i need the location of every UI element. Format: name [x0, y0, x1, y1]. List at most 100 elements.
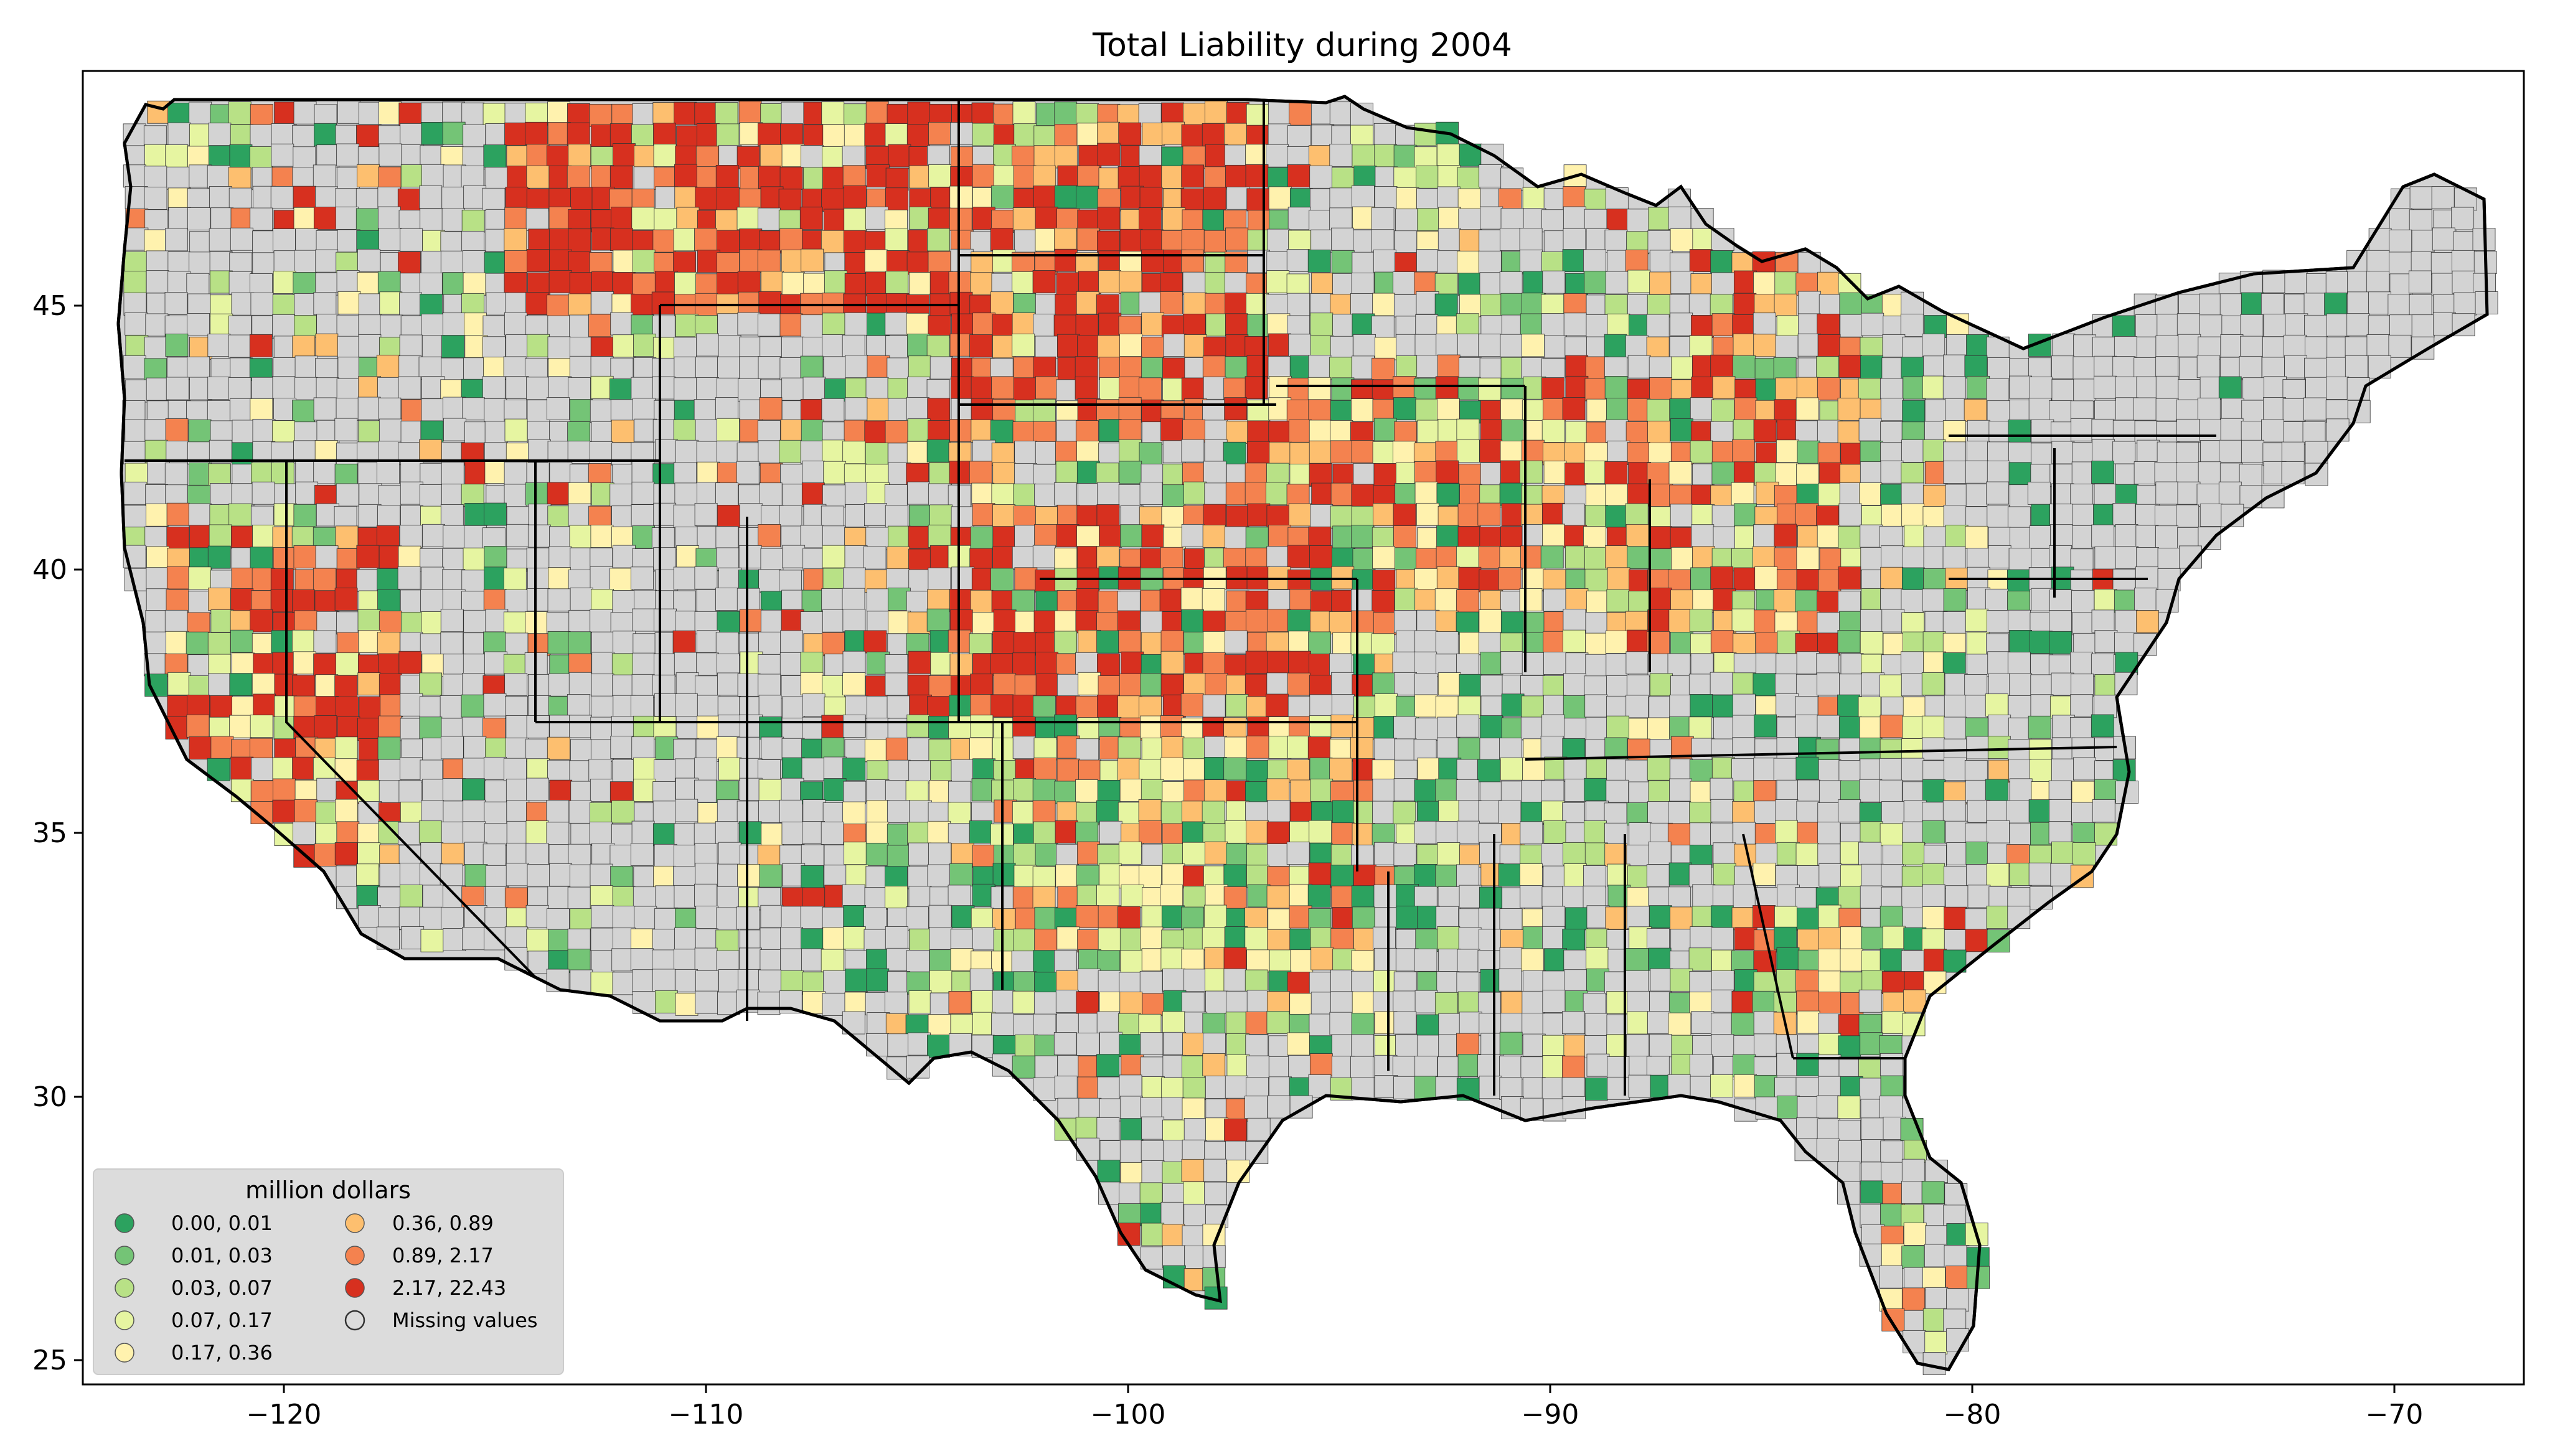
- county-cell: [611, 716, 634, 740]
- county-cell: [1371, 590, 1395, 613]
- county-cell: [781, 377, 805, 401]
- county-cell: [803, 568, 827, 592]
- county-cell: [1457, 333, 1480, 357]
- county-cell: [1138, 103, 1162, 127]
- county-cell: [144, 419, 168, 443]
- county-cell: [400, 718, 423, 741]
- county-cell: [1329, 738, 1353, 762]
- county-cell: [1329, 101, 1353, 125]
- y-tick-label: 40: [32, 554, 67, 586]
- county-cell: [292, 400, 315, 423]
- county-cell: [1459, 844, 1482, 868]
- county-cell: [2176, 399, 2199, 423]
- county-cell: [1606, 695, 1629, 719]
- county-cell: [1287, 569, 1311, 593]
- county-cell: [1562, 886, 1586, 909]
- county-cell: [294, 250, 318, 273]
- county-cell: [844, 630, 868, 654]
- county-cell: [1244, 1096, 1268, 1119]
- county-cell: [1288, 503, 1312, 527]
- county-cell: [610, 207, 634, 230]
- county-cell: [1522, 990, 1545, 1014]
- county-cell: [717, 886, 740, 909]
- county-cell: [570, 864, 593, 888]
- county-cell: [1394, 738, 1417, 762]
- county-cell: [949, 419, 973, 442]
- county-cell: [695, 675, 718, 699]
- county-cell: [591, 291, 614, 314]
- county-cell: [187, 293, 211, 317]
- county-cell: [527, 758, 550, 782]
- county-cell: [2221, 398, 2244, 421]
- county-cell: [1901, 865, 1925, 889]
- county-cell: [2282, 398, 2306, 421]
- legend-marker: [345, 1213, 365, 1233]
- county-cell: [1732, 801, 1756, 824]
- county-cell: [187, 188, 210, 212]
- county-cell: [2030, 886, 2053, 909]
- county-cell: [228, 503, 252, 527]
- county-cell: [1710, 485, 1734, 508]
- county-cell: [295, 228, 318, 251]
- county-cell: [737, 271, 761, 294]
- county-cell: [673, 566, 697, 590]
- county-cell: [146, 588, 169, 612]
- county-cell: [758, 674, 781, 697]
- county-cell: [400, 693, 423, 716]
- county-cell: [1882, 926, 1906, 949]
- county-cell: [1119, 1034, 1142, 1058]
- county-cell: [652, 376, 675, 400]
- county-cell: [1840, 865, 1863, 888]
- county-cell: [1923, 651, 1946, 675]
- county-cell: [2155, 375, 2179, 399]
- county-cell: [1459, 1012, 1482, 1035]
- county-cell: [1075, 905, 1099, 928]
- county-cell: [1014, 505, 1037, 529]
- county-cell: [1393, 971, 1417, 995]
- county-cell: [2114, 336, 2137, 359]
- county-cell: [1183, 758, 1207, 782]
- county-cell: [2007, 591, 2030, 614]
- county-cell: [1626, 629, 1650, 653]
- county-cell: [1606, 779, 1629, 803]
- county-cell: [1586, 947, 1609, 970]
- county-cell: [2112, 315, 2135, 339]
- county-cell: [316, 611, 340, 634]
- county-cell: [1605, 505, 1629, 528]
- county-cell: [1923, 970, 1947, 994]
- county-cell: [951, 675, 974, 698]
- county-cell: [2389, 251, 2412, 275]
- county-cell: [2155, 398, 2179, 421]
- county-cell: [2218, 481, 2242, 505]
- county-cell: [356, 124, 379, 148]
- county-cell: [1901, 462, 1924, 486]
- county-cell: [1437, 354, 1461, 378]
- county-cell: [1140, 1032, 1164, 1055]
- county-cell: [843, 904, 867, 928]
- county-cell: [1880, 1075, 1904, 1099]
- county-cell: [399, 863, 423, 886]
- county-cell: [1458, 927, 1482, 951]
- county-cell: [1225, 1075, 1248, 1099]
- county-cell: [1246, 314, 1270, 337]
- county-cell: [908, 525, 931, 549]
- county-cell: [1650, 673, 1673, 697]
- county-cell: [1162, 378, 1185, 402]
- county-cell: [909, 165, 932, 189]
- county-cell: [1986, 906, 2010, 929]
- county-cell: [1480, 652, 1503, 675]
- county-cell: [379, 228, 402, 251]
- county-cell: [991, 1013, 1014, 1036]
- x-tick-label: −110: [669, 1399, 744, 1430]
- county-cell: [907, 418, 931, 442]
- county-cell: [1351, 379, 1374, 403]
- county-cell: [1160, 291, 1183, 314]
- county-cell: [210, 483, 233, 506]
- county-cell: [144, 166, 167, 189]
- county-cell: [1880, 715, 1903, 738]
- county-cell: [1542, 906, 1566, 929]
- county-cell: [316, 777, 340, 801]
- county-cell: [630, 948, 654, 971]
- county-cell: [1859, 737, 1883, 761]
- county-cell: [1140, 611, 1164, 634]
